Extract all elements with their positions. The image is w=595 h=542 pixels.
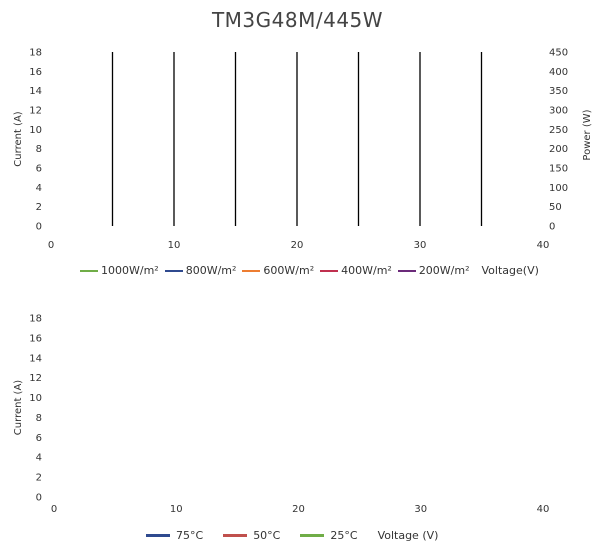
chart1-x-tick: 40: [537, 240, 550, 251]
legend-swatch-25c: [300, 534, 325, 537]
chart2-x-tick: 40: [537, 504, 550, 515]
chart2-y-axis-title: Current (A): [13, 380, 24, 435]
legend-item-400: 400W/m²: [320, 264, 392, 277]
chart2-xlabel: Voltage (V): [377, 529, 439, 542]
chart2-y-tick: 4: [36, 453, 42, 464]
legend-swatch-1000: [80, 269, 98, 272]
legend-swatch-75c: [146, 534, 170, 537]
chart2-x-tick: 0: [51, 504, 57, 515]
chart1-y2-axis-title: Power (W): [582, 109, 593, 160]
legend-swatch-800: [164, 269, 183, 272]
legend-label-75c: 75°C: [176, 529, 204, 542]
chart1-y-tick: 18: [29, 48, 42, 59]
legend-swatch-200: [397, 269, 416, 272]
chart1-y-tick: 16: [29, 67, 42, 78]
chart1-y-tick: 14: [29, 86, 42, 97]
chart1-y2-tick: 100: [549, 183, 568, 194]
chart1-y2-tick: 50: [549, 202, 562, 213]
chart1-y2-tick: 300: [549, 106, 568, 117]
chart1-y2-tick: 450: [549, 48, 568, 59]
legend-label-600: 600W/m²: [263, 264, 315, 277]
chart2-y-tick: 8: [36, 413, 42, 424]
chart1-y2-tick: 200: [549, 144, 568, 155]
chart1-y2-tick: 400: [549, 67, 568, 78]
chart1-y2-tick: 350: [549, 86, 568, 97]
legend-item-800: 800W/m²: [164, 264, 237, 277]
chart1-x-tick: 30: [414, 240, 427, 251]
chart1-y-tick: 4: [36, 183, 42, 194]
legend-item-50c: 50°C: [223, 529, 280, 542]
chart1-y-tick: 6: [36, 164, 42, 175]
chart1-xlabel: Voltage(V): [481, 264, 539, 277]
chart2-y-tick: 16: [29, 333, 42, 344]
legend-item-25c: 25°C: [300, 529, 358, 542]
chart2-y-tick: 18: [29, 314, 42, 325]
chart1-y2-tick: 150: [549, 164, 568, 175]
legend-label-25c: 25°C: [330, 529, 358, 542]
chart1-y-tick: 10: [29, 125, 42, 136]
chart2-legend: 75°C 50°C 25°C Voltage (V): [146, 529, 458, 542]
legend-label-200: 200W/m²: [418, 264, 470, 277]
legend-label-50c: 50°C: [253, 529, 281, 542]
legend-swatch-50c: [223, 534, 248, 537]
legend-item-1000: 1000W/m²: [80, 264, 159, 277]
chart2-x-tick: 20: [292, 504, 305, 515]
chart1-x-tick: 0: [48, 240, 54, 251]
legend-swatch-600: [242, 269, 261, 272]
legend-item-600: 600W/m²: [242, 264, 314, 277]
chart2-y-tick: 6: [36, 433, 42, 444]
chart1-y-tick: 2: [36, 202, 42, 213]
chart2-x-tick: 30: [414, 504, 427, 515]
chart1-y2-tick: 250: [549, 125, 568, 136]
chart1-y-tick: 0: [36, 222, 42, 233]
legend-item-200: 200W/m²: [397, 264, 470, 277]
legend-label-1000: 1000W/m²: [101, 264, 159, 277]
chart2-y-tick: 12: [29, 373, 42, 384]
chart2-y-tick: 10: [29, 393, 42, 404]
chart1-x-tick: 10: [168, 240, 181, 251]
chart2-x-tick: 10: [170, 504, 183, 515]
chart1-legend: 1000W/m² 800W/m² 600W/m² 400W/m² 200W/m²…: [80, 264, 545, 277]
legend-item-75c: 75°C: [146, 529, 203, 542]
chart2-y-tick: 14: [29, 353, 42, 364]
legend-label-400: 400W/m²: [341, 264, 392, 277]
chart2-y-tick: 2: [36, 473, 42, 484]
legend-swatch-400: [320, 269, 339, 272]
chart1-x-tick: 20: [291, 240, 304, 251]
chart1-y-tick: 12: [29, 106, 42, 117]
chart-title: TM3G48M/445W: [211, 8, 384, 32]
chart1-y-axis-title: Current (A): [13, 111, 24, 166]
chart1-y-tick: 8: [36, 144, 42, 155]
chart1-y2-tick: 0: [549, 222, 555, 233]
legend-label-800: 800W/m²: [185, 264, 237, 277]
chart2-y-tick: 0: [36, 493, 42, 504]
